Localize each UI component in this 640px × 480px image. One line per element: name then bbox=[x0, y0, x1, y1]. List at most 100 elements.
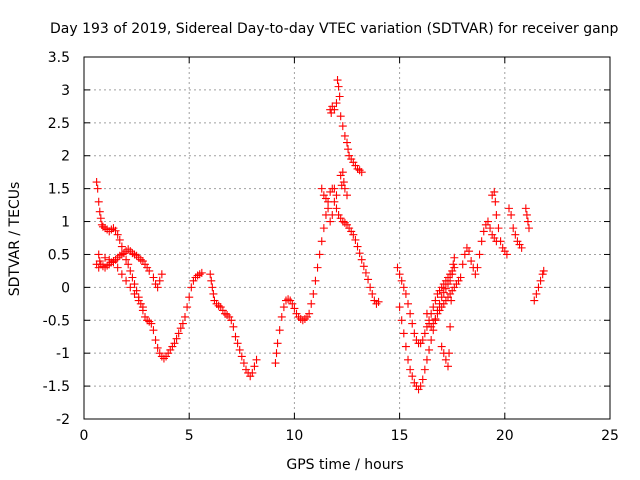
data-point bbox=[334, 82, 343, 91]
data-point bbox=[454, 276, 463, 285]
data-point bbox=[347, 227, 356, 236]
data-point bbox=[479, 227, 488, 236]
data-point bbox=[183, 303, 192, 312]
data-point bbox=[530, 296, 539, 305]
data-point bbox=[113, 253, 122, 262]
data-point bbox=[418, 375, 427, 384]
data-point bbox=[351, 235, 360, 244]
data-point bbox=[113, 230, 122, 239]
y-tick-label: 1.5 bbox=[48, 182, 70, 198]
data-point bbox=[408, 372, 417, 381]
data-point bbox=[98, 222, 107, 231]
data-point bbox=[94, 197, 103, 206]
data-point bbox=[513, 237, 522, 246]
data-point bbox=[418, 336, 427, 345]
data-point bbox=[303, 312, 312, 321]
data-point bbox=[113, 263, 122, 272]
y-tick-label: -2 bbox=[56, 412, 70, 428]
data-point bbox=[242, 365, 251, 374]
data-point bbox=[349, 158, 358, 167]
data-point bbox=[145, 266, 154, 275]
data-point bbox=[458, 260, 467, 269]
data-point bbox=[502, 250, 511, 259]
data-point bbox=[425, 345, 434, 354]
data-point bbox=[307, 299, 316, 308]
data-point bbox=[124, 245, 133, 254]
x-axis-label: GPS time / hours bbox=[286, 457, 403, 473]
data-point bbox=[368, 289, 377, 298]
data-point bbox=[483, 217, 492, 226]
y-tick-label: 0.5 bbox=[48, 247, 70, 263]
data-point bbox=[456, 273, 465, 282]
data-point bbox=[401, 342, 410, 351]
data-point bbox=[317, 184, 326, 193]
data-point bbox=[420, 329, 429, 338]
data-point bbox=[507, 210, 516, 219]
data-point bbox=[448, 270, 457, 279]
data-point bbox=[334, 210, 343, 219]
data-point bbox=[216, 303, 225, 312]
data-point bbox=[178, 319, 187, 328]
data-point bbox=[498, 243, 507, 252]
data-point bbox=[185, 293, 194, 302]
data-point bbox=[155, 276, 164, 285]
data-point bbox=[522, 210, 531, 219]
data-point bbox=[166, 345, 175, 354]
data-point bbox=[168, 342, 177, 351]
data-point bbox=[465, 247, 474, 256]
data-point bbox=[149, 273, 158, 282]
data-point bbox=[427, 336, 436, 345]
data-point bbox=[446, 276, 455, 285]
data-point bbox=[345, 224, 354, 233]
data-point bbox=[353, 242, 362, 251]
data-point bbox=[416, 382, 425, 391]
data-point bbox=[328, 102, 337, 111]
data-point bbox=[277, 312, 286, 321]
data-point bbox=[130, 289, 139, 298]
data-point bbox=[427, 322, 436, 331]
data-point bbox=[180, 312, 189, 321]
data-point bbox=[326, 217, 335, 226]
data-point bbox=[481, 220, 490, 229]
data-point bbox=[332, 191, 341, 200]
data-point bbox=[141, 260, 150, 269]
data-point bbox=[462, 243, 471, 252]
data-point bbox=[357, 255, 366, 264]
y-tick-label: 2 bbox=[61, 149, 70, 165]
data-point bbox=[333, 76, 342, 85]
data-point bbox=[107, 225, 116, 234]
data-point bbox=[153, 283, 162, 292]
data-point bbox=[477, 237, 486, 246]
data-point bbox=[338, 122, 347, 131]
data-point bbox=[511, 230, 520, 239]
x-tick-label: 15 bbox=[391, 428, 409, 444]
data-point bbox=[105, 255, 114, 264]
data-point bbox=[250, 362, 259, 371]
data-point bbox=[294, 312, 303, 321]
data-point bbox=[335, 92, 344, 101]
data-point bbox=[105, 227, 114, 236]
data-point bbox=[343, 191, 351, 200]
data-point bbox=[536, 276, 545, 285]
data-point bbox=[439, 288, 448, 297]
data-point bbox=[355, 249, 364, 258]
data-point bbox=[449, 260, 458, 269]
data-point bbox=[340, 218, 349, 227]
axis-ticks bbox=[83, 56, 611, 420]
y-axis-tick-labels: -2 -1.5 -1 -0.5 0 0.5 1 1.5 2 2.5 3 3.5 bbox=[43, 50, 70, 428]
data-point bbox=[231, 332, 240, 341]
data-point bbox=[343, 220, 351, 229]
data-point bbox=[347, 155, 356, 164]
data-point bbox=[136, 299, 145, 308]
y-tick-label: -0.5 bbox=[43, 313, 70, 329]
data-point bbox=[271, 359, 280, 368]
data-point bbox=[126, 266, 135, 275]
data-point bbox=[395, 270, 404, 279]
data-point bbox=[517, 243, 526, 252]
data-point bbox=[207, 276, 216, 285]
data-point bbox=[122, 276, 131, 285]
data-point bbox=[187, 283, 196, 292]
data-point bbox=[176, 324, 185, 333]
data-point bbox=[338, 217, 347, 226]
data-point bbox=[284, 295, 293, 304]
